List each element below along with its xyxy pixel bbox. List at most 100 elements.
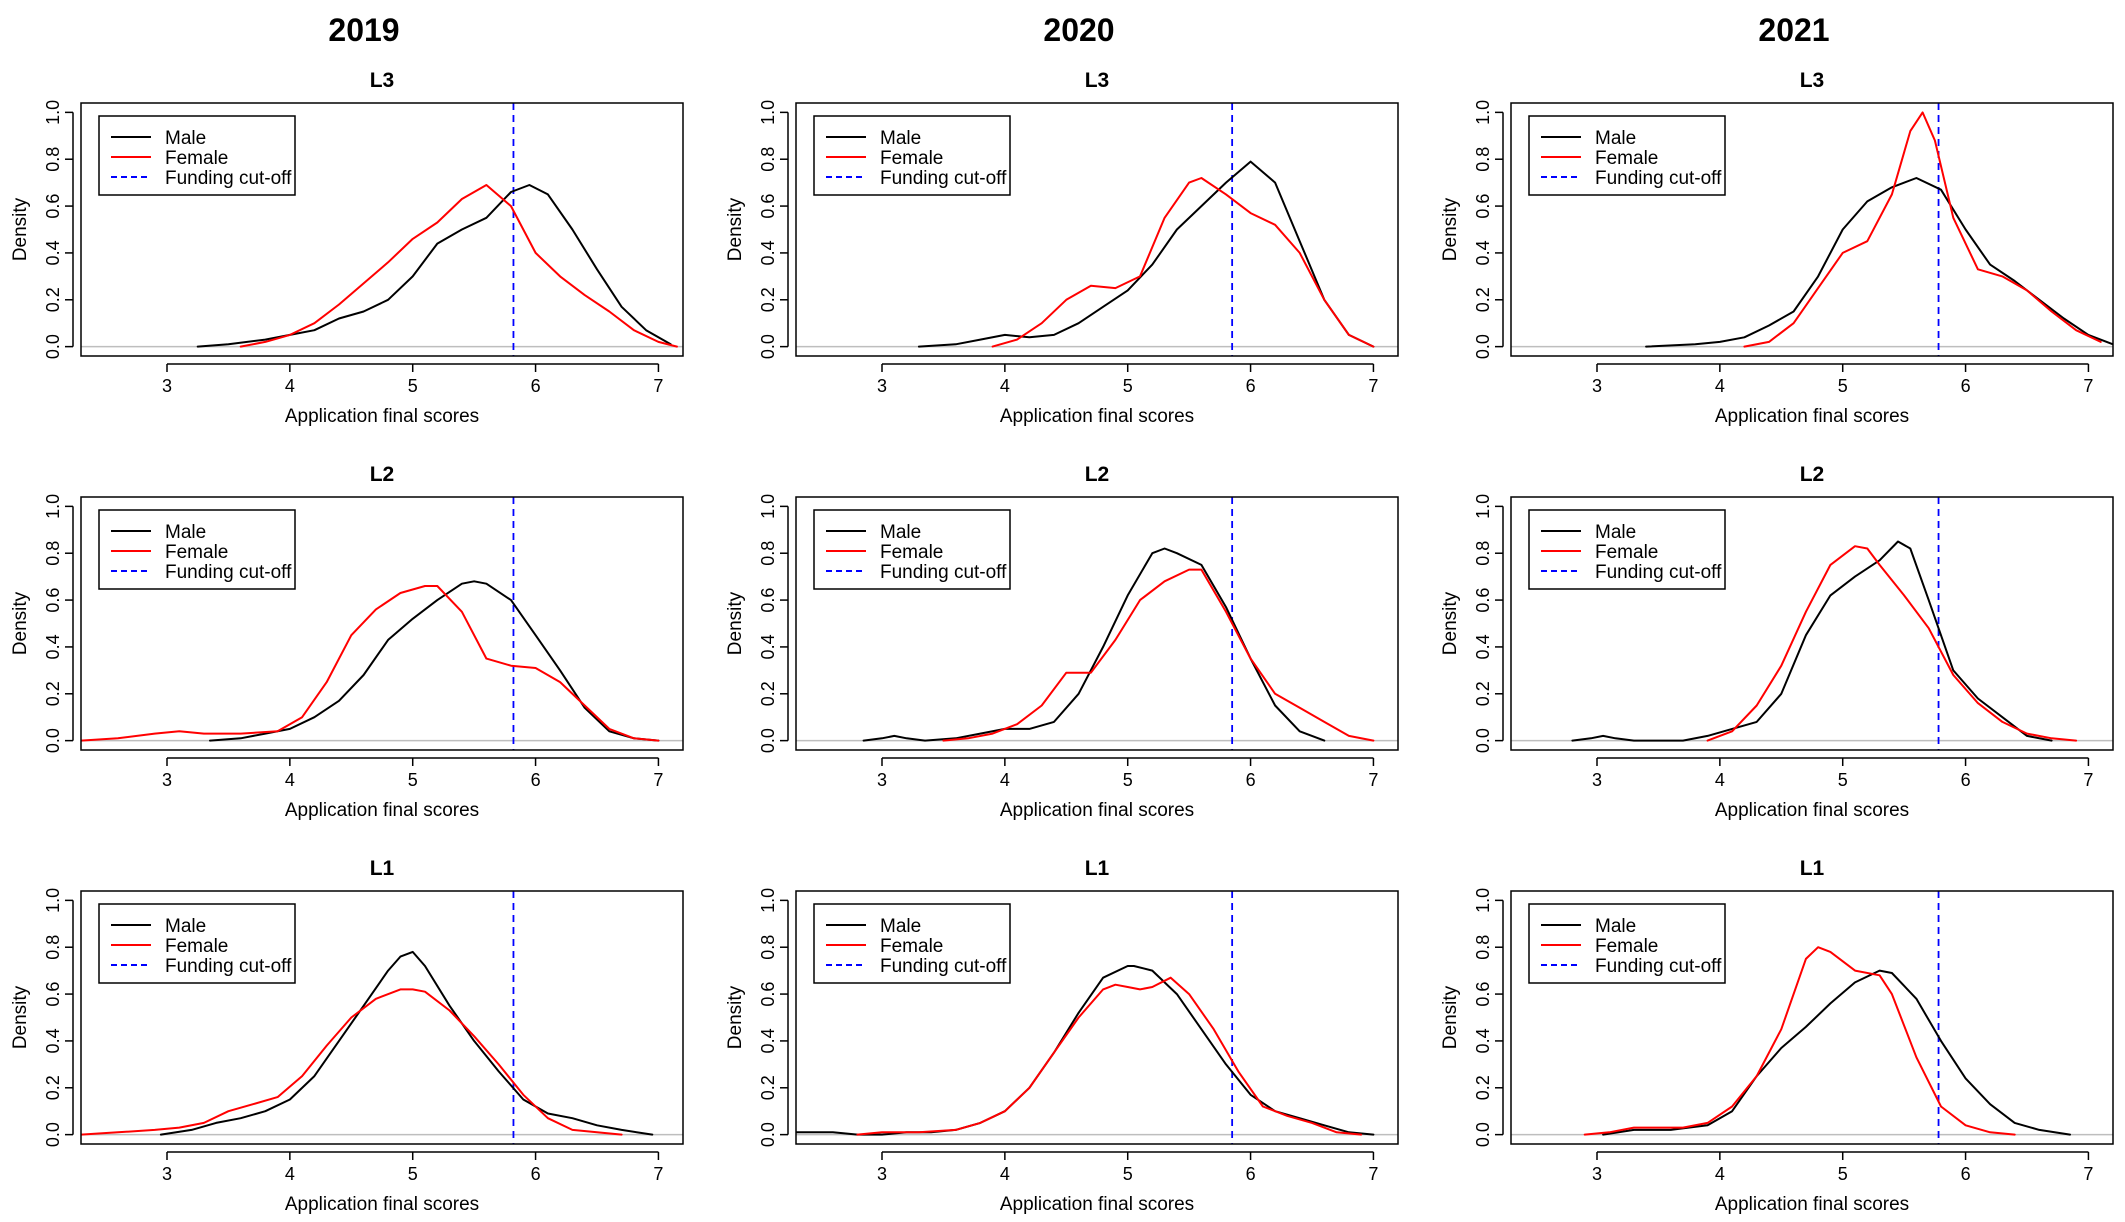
panel-2020-l3-x-tick-label: 4 xyxy=(1000,376,1010,396)
panel-2020-l2-x-tick-label: 6 xyxy=(1246,770,1256,790)
panel-2021-l2-x-label: Application final scores xyxy=(1715,800,1909,821)
panel-2019-l1-y-tick-label: 0.2 xyxy=(43,1075,63,1100)
panel-2019-l3-y-tick-label: 1.0 xyxy=(43,100,63,125)
panel-2021-l3-frame xyxy=(1510,102,2114,357)
panel-2019-l3-legend-label: Male xyxy=(165,128,206,149)
panel-2020-l1-x-label: Application final scores xyxy=(1000,1194,1194,1215)
panel-2019-l1-x-tick-label: 7 xyxy=(653,1164,663,1184)
panel-2020-l1-x-tick-label: 7 xyxy=(1368,1164,1378,1184)
panel-2019-l2-title: L2 xyxy=(370,463,395,486)
panel-2019-l3-y-label: Density xyxy=(10,197,31,261)
panel-2019-l3-female-curve xyxy=(239,184,678,348)
panel-2021-l3-y-tick-label: 1.0 xyxy=(1473,100,1493,125)
panel-2020-l1-legend-label: Female xyxy=(880,936,943,957)
panel-2019-l3-x-tick-label: 7 xyxy=(653,376,663,396)
panel-2020-l1-legend-box xyxy=(813,903,1011,984)
panel-2020-l1-legend-label: Male xyxy=(880,916,921,937)
panel-2019-l3-x-tick-label: 4 xyxy=(285,376,295,396)
panel-2020-l1-male-curve xyxy=(796,965,1375,1136)
panel-2021-l2-x-tick-label: 6 xyxy=(1961,770,1971,790)
panel-2020-l3-y-tick-label: 0.8 xyxy=(758,147,778,172)
panel-2019-l3-legend-box xyxy=(98,115,296,196)
panel-2019-l2-x-tick-label: 7 xyxy=(653,770,663,790)
panel-2019-l3-legend-label: Funding cut-off xyxy=(165,168,292,189)
panel-2021-l1-legend-label: Female xyxy=(1595,936,1658,957)
panel-2021-l2-legend-label: Funding cut-off xyxy=(1595,562,1722,583)
panel-2020-l1-x-tick-label: 4 xyxy=(1000,1164,1010,1184)
panel-2020-l3-y-tick-label: 0.2 xyxy=(758,287,778,312)
panel-2021-l3-legend-box xyxy=(1528,115,1726,196)
panel-2021-l1-y-tick-label: 0.4 xyxy=(1473,1028,1493,1053)
panel-2019-l2-x-tick-label: 6 xyxy=(531,770,541,790)
panel-2019-l3-y-tick-label: 0.8 xyxy=(43,147,63,172)
panel-2021-l3-y-tick-label: 0.2 xyxy=(1473,287,1493,312)
panel-2020-l3-legend-label: Funding cut-off xyxy=(880,168,1007,189)
panel-2019-l1-frame xyxy=(80,890,684,1145)
panel-2021-l2-title: L2 xyxy=(1800,463,1825,486)
panel-2020-l1-y-tick-label: 0.6 xyxy=(758,982,778,1007)
panel-2021-l2-legend-label: Male xyxy=(1595,522,1636,543)
panel-2021-l2-y-tick-label: 0.4 xyxy=(1473,634,1493,659)
panel-2020-l1-y-tick-label: 0.4 xyxy=(758,1028,778,1053)
panel-2020-l3-female-curve xyxy=(991,177,1375,348)
panel-2019-l2-male-curve xyxy=(209,580,660,742)
panel-2021-l2-x-tick-label: 3 xyxy=(1592,770,1602,790)
panel-2020-l1-y-tick-label: 0.0 xyxy=(758,1122,778,1147)
panel-2021-l1-y-tick-label: 0.8 xyxy=(1473,935,1493,960)
panel-2020-l2-x-label: Application final scores xyxy=(1000,800,1194,821)
panel-2021-l2-y-tick-label: 0.6 xyxy=(1473,588,1493,613)
panel-2020-l3: L3 3 4 5 6 7 0.0 0.2 0.4 0.6 0.8 1.0 Application fin… xyxy=(725,69,1399,427)
panel-2019-l1-legend-box xyxy=(98,903,296,984)
panel-2020-l3-x-tick-label: 5 xyxy=(1123,376,1133,396)
panel-2020-l2-y-tick-label: 0.2 xyxy=(758,681,778,706)
panel-2020-l1-y-tick-label: 0.8 xyxy=(758,935,778,960)
panel-2021-l2-x-tick-label: 7 xyxy=(2083,770,2093,790)
panel-2020-l2-legend-label: Male xyxy=(880,522,921,543)
panel-2021-l1-male-curve xyxy=(1602,969,2071,1136)
panel-2021-l3-female-curve xyxy=(1743,111,2102,348)
panel-2020-l3-y-tick-label: 0.6 xyxy=(758,194,778,219)
panel-2020-l2-legend-box xyxy=(813,509,1011,590)
panel-2019-l3-y-tick-label: 0.0 xyxy=(43,334,63,359)
panel-2020-l3-y-tick-label: 0.4 xyxy=(758,240,778,265)
panel-2021-l3-x-label: Application final scores xyxy=(1715,406,1909,427)
panel-2019-l1-legend-label: Male xyxy=(165,916,206,937)
panel-2019-l1-x-tick-label: 3 xyxy=(162,1164,172,1184)
panel-2021-l1-x-tick-label: 6 xyxy=(1961,1164,1971,1184)
panel-2019-l2-y-label: Density xyxy=(10,591,31,655)
panel-2020-l2: L2 3 4 5 6 7 0.0 0.2 0.4 0.6 0.8 1.0 Application fin… xyxy=(725,463,1399,821)
panel-2020-l2-y-tick-label: 0.6 xyxy=(758,588,778,613)
panel-2019-l1-x-tick-label: 4 xyxy=(285,1164,295,1184)
panel-2019-l3-x-tick-label: 5 xyxy=(408,376,418,396)
panel-2021-l1-x-label: Application final scores xyxy=(1715,1194,1909,1215)
panel-2019-l2-x-tick-label: 5 xyxy=(408,770,418,790)
panel-2019-l1-female-curve xyxy=(81,988,623,1136)
panel-2021-l1-legend-label: Male xyxy=(1595,916,1636,937)
panel-2020-l2-x-tick-label: 7 xyxy=(1368,770,1378,790)
panel-2021-l1: L1 3 4 5 6 7 0.0 0.2 0.4 0.6 0.8 1.0 Application fin… xyxy=(1440,857,2114,1215)
panel-2020-l3-legend-label: Male xyxy=(880,128,921,149)
year-title-2021: 2021 xyxy=(1758,12,1829,48)
panel-2019-l1-male-curve xyxy=(159,950,654,1136)
panel-2020-l1-y-tick-label: 1.0 xyxy=(758,888,778,913)
panel-2020-l1-y-tick-label: 0.2 xyxy=(758,1075,778,1100)
panel-2021-l3-y-tick-label: 0.8 xyxy=(1473,147,1493,172)
panel-2020-l3-x-tick-label: 6 xyxy=(1246,376,1256,396)
panel-2019-l3-legend-label: Female xyxy=(165,148,228,169)
panel-2019-l1-x-label: Application final scores xyxy=(285,1194,479,1215)
panel-2020-l3-y-label: Density xyxy=(725,197,746,261)
panel-2019-l3: L3 3 4 5 6 7 0.0 0.2 0.4 0.6 0.8 1.0 Application fin… xyxy=(10,69,684,427)
panel-2021-l3-legend-label: Female xyxy=(1595,148,1658,169)
panel-2019-l2-x-tick-label: 3 xyxy=(162,770,172,790)
panel-2020-l3-x-label: Application final scores xyxy=(1000,406,1194,427)
panel-2021-l1-legend-label: Funding cut-off xyxy=(1595,956,1722,977)
panel-2020-l2-legend-label: Female xyxy=(880,542,943,563)
panel-2020-l1-legend-label: Funding cut-off xyxy=(880,956,1007,977)
panel-2021-l2-x-tick-label: 5 xyxy=(1838,770,1848,790)
panel-2019-l1-x-tick-label: 5 xyxy=(408,1164,418,1184)
panel-2020-l3-title: L3 xyxy=(1085,69,1110,92)
panel-2020-l3-legend-box xyxy=(813,115,1011,196)
